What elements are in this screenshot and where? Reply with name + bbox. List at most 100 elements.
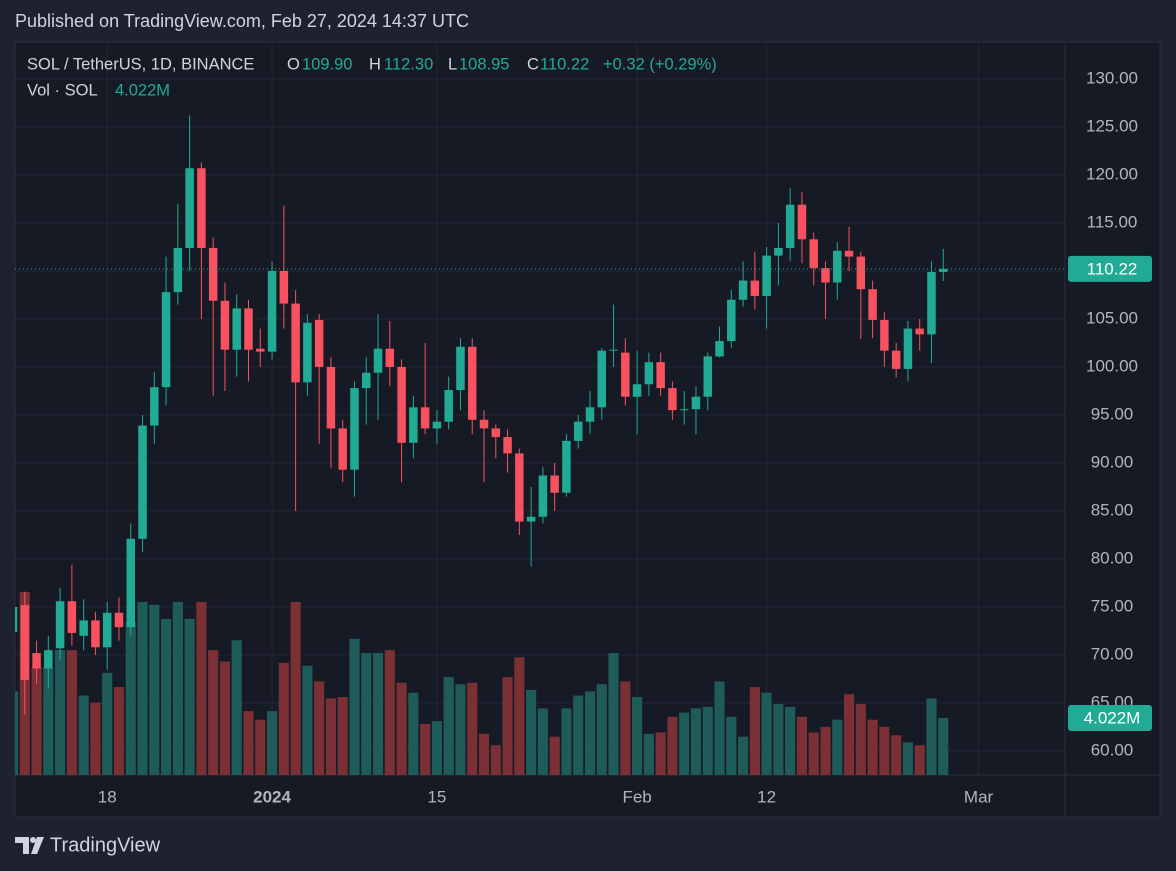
candle-body bbox=[362, 372, 371, 389]
volume-bar bbox=[714, 681, 725, 775]
candle-body bbox=[373, 348, 383, 373]
volume-bar bbox=[608, 653, 619, 775]
candle-body bbox=[208, 247, 218, 301]
volume-bar bbox=[514, 657, 525, 775]
ohlc-legend-value: 108.95 bbox=[459, 55, 509, 73]
volume-bar bbox=[573, 695, 584, 775]
candle-body bbox=[220, 300, 230, 350]
candle-body bbox=[326, 366, 336, 429]
y-tick-label: 100.00 bbox=[1086, 356, 1138, 375]
ohlc-legend-value: 110.22 bbox=[540, 55, 589, 73]
candle-body bbox=[79, 620, 88, 636]
candle-body bbox=[150, 387, 159, 426]
y-tick-label: 60.00 bbox=[1091, 740, 1134, 759]
candle-body bbox=[939, 268, 948, 272]
candle-body bbox=[868, 289, 877, 320]
volume-bar bbox=[78, 695, 89, 775]
volume-bar bbox=[172, 601, 183, 775]
y-tick-label: 75.00 bbox=[1091, 596, 1134, 615]
candle-body bbox=[644, 362, 654, 385]
volume-bar bbox=[408, 692, 419, 775]
candle-body bbox=[350, 388, 359, 470]
volume-bar bbox=[325, 698, 336, 775]
last-volume-badge bbox=[1068, 704, 1152, 731]
candle-body bbox=[597, 350, 607, 408]
ohlc-legend-key: C bbox=[527, 55, 539, 73]
volume-bar bbox=[396, 682, 407, 775]
volume-bar bbox=[384, 650, 395, 775]
volume-bar bbox=[796, 716, 808, 775]
y-tick-label: 120.00 bbox=[1086, 164, 1138, 183]
candle-body bbox=[915, 328, 924, 335]
volume-bar bbox=[231, 640, 242, 775]
candle-body bbox=[138, 425, 147, 539]
volume-bar bbox=[278, 662, 289, 775]
volume-bar bbox=[632, 696, 643, 775]
plot-area bbox=[15, 115, 1065, 775]
volume-bar bbox=[31, 667, 42, 775]
volume-bar bbox=[832, 719, 843, 775]
volume-bar bbox=[243, 711, 254, 775]
candle-body bbox=[691, 396, 701, 410]
volume-bar bbox=[526, 689, 537, 775]
volume-bar bbox=[914, 745, 925, 775]
candle-body bbox=[467, 346, 477, 420]
volume-bar bbox=[349, 638, 360, 775]
y-tick-label: 90.00 bbox=[1091, 452, 1134, 471]
y-tick-label: 130.00 bbox=[1086, 68, 1138, 87]
candle-body bbox=[303, 322, 312, 383]
grid bbox=[15, 42, 1065, 775]
volume-bar bbox=[902, 742, 913, 775]
volume-bar bbox=[219, 661, 231, 775]
volume-bar bbox=[679, 712, 690, 775]
candle-body bbox=[809, 239, 818, 269]
candle-body bbox=[114, 612, 124, 628]
volume-bar bbox=[255, 719, 266, 775]
volume-bar bbox=[561, 708, 572, 775]
candle-body bbox=[102, 612, 112, 648]
volume-bar bbox=[455, 684, 466, 775]
candle-body bbox=[456, 346, 465, 391]
candle-body bbox=[515, 453, 524, 522]
volume-bar bbox=[302, 665, 313, 775]
candle-body bbox=[562, 440, 571, 493]
candle-body bbox=[656, 362, 665, 389]
candle-body bbox=[833, 250, 842, 283]
ohlc-legend-value: 112.30 bbox=[384, 55, 433, 73]
tradingview-logo bbox=[15, 837, 44, 854]
volume-bar bbox=[549, 736, 560, 775]
last-price-label: 110.22 bbox=[1087, 259, 1138, 278]
candle-body bbox=[927, 271, 936, 335]
candle-body bbox=[15, 606, 18, 632]
change-legend: +0.32 (+0.29%) bbox=[603, 55, 717, 73]
symbol-legend: SOL / TetherUS, 1D, BINANCE bbox=[27, 55, 254, 73]
volume-bar bbox=[431, 721, 442, 775]
volume-bar bbox=[125, 621, 136, 775]
candle-body bbox=[573, 421, 583, 441]
candle-body bbox=[420, 407, 430, 429]
volume-bar bbox=[702, 706, 713, 775]
volume-bar bbox=[855, 704, 866, 775]
candle-body bbox=[267, 270, 277, 352]
axes: 60.0065.0070.0075.0080.0085.0090.0095.00… bbox=[98, 68, 1152, 806]
candle-body bbox=[44, 650, 53, 669]
last-price-badge bbox=[1068, 255, 1152, 282]
volume-bar bbox=[314, 681, 325, 775]
volume-bar bbox=[443, 677, 454, 775]
candle-body bbox=[609, 349, 618, 351]
x-tick-label: Mar bbox=[964, 787, 994, 806]
volume-bar bbox=[643, 733, 654, 775]
candle-body bbox=[503, 437, 512, 454]
candle-body bbox=[526, 516, 536, 522]
candle-body bbox=[785, 204, 795, 248]
ohlc-legend-value: 109.90 bbox=[302, 55, 352, 73]
volume-bar bbox=[102, 672, 113, 775]
candle-body bbox=[279, 270, 289, 304]
volume-bar bbox=[761, 692, 772, 775]
candle-body bbox=[91, 620, 100, 648]
ohlc-legend-key: L bbox=[448, 55, 457, 73]
volume-bar bbox=[420, 723, 431, 775]
candle-body bbox=[291, 303, 300, 383]
volume-bar bbox=[467, 682, 478, 775]
volume-bar bbox=[749, 687, 760, 775]
